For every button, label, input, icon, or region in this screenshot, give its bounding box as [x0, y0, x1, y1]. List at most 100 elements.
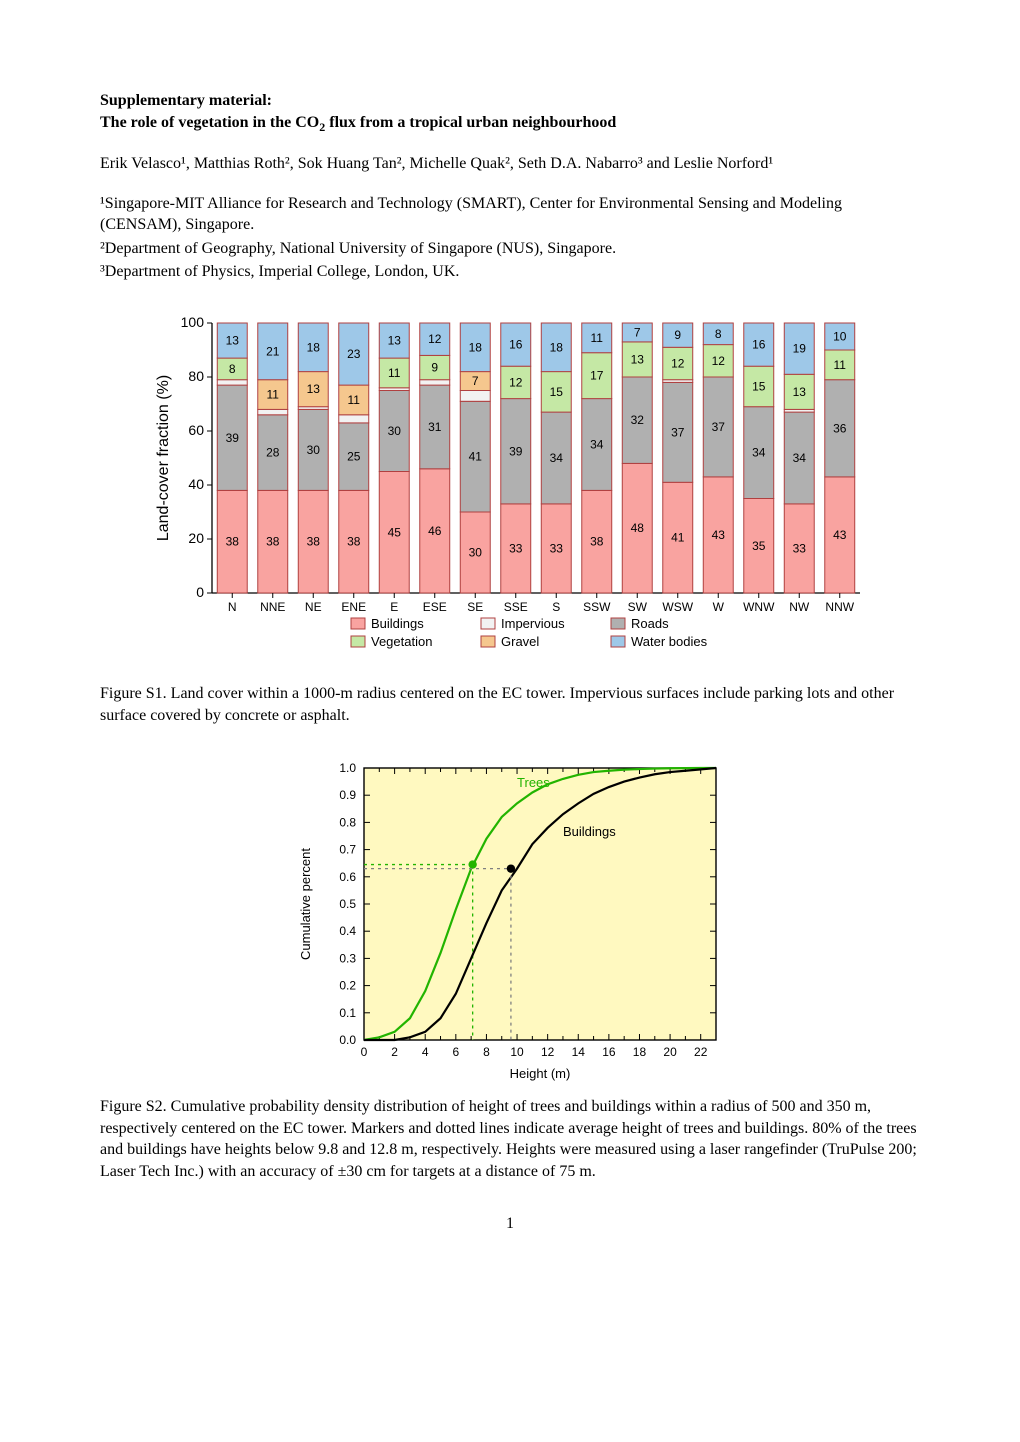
title-pre: The role of vegetation in the CO — [100, 114, 319, 131]
page-number: 1 — [100, 1213, 920, 1235]
svg-text:SE: SE — [467, 600, 483, 614]
svg-text:0.8: 0.8 — [339, 816, 356, 830]
svg-text:25: 25 — [347, 450, 361, 464]
svg-text:13: 13 — [793, 385, 807, 399]
svg-text:41: 41 — [469, 450, 483, 464]
svg-text:0.9: 0.9 — [339, 788, 356, 802]
paper-title: The role of vegetation in the CO2 flux f… — [100, 112, 920, 135]
svg-text:28: 28 — [266, 446, 280, 460]
svg-text:60: 60 — [188, 422, 204, 438]
svg-text:38: 38 — [307, 535, 321, 549]
figure-s2: 02468101214161820220.00.10.20.30.40.50.6… — [100, 756, 920, 1086]
svg-text:0.2: 0.2 — [339, 979, 356, 993]
svg-text:13: 13 — [631, 352, 645, 366]
svg-text:8: 8 — [229, 362, 236, 376]
svg-text:34: 34 — [590, 437, 604, 451]
svg-text:20: 20 — [663, 1045, 677, 1059]
svg-text:Land-cover fraction (%): Land-cover fraction (%) — [155, 375, 172, 541]
svg-text:100: 100 — [181, 314, 205, 330]
svg-text:Water bodies: Water bodies — [631, 634, 708, 649]
svg-text:Impervious: Impervious — [501, 616, 565, 631]
svg-text:11: 11 — [388, 366, 401, 380]
svg-text:Vegetation: Vegetation — [371, 634, 432, 649]
svg-text:WSW: WSW — [662, 600, 693, 614]
svg-text:0.0: 0.0 — [339, 1033, 356, 1047]
title-post: flux from a tropical urban neighbourhood — [325, 114, 616, 131]
svg-text:Buildings: Buildings — [563, 824, 616, 839]
svg-text:0.1: 0.1 — [339, 1006, 356, 1020]
svg-text:33: 33 — [509, 541, 523, 555]
svg-text:W: W — [713, 600, 725, 614]
svg-text:38: 38 — [590, 535, 604, 549]
svg-text:Cumulative percent: Cumulative percent — [298, 848, 313, 960]
svg-text:37: 37 — [671, 425, 685, 439]
figure-s2-chart: 02468101214161820220.00.10.20.30.40.50.6… — [290, 756, 730, 1086]
svg-text:38: 38 — [266, 535, 280, 549]
svg-text:0: 0 — [361, 1045, 368, 1059]
svg-text:33: 33 — [550, 541, 564, 555]
svg-text:13: 13 — [226, 333, 240, 347]
svg-text:12: 12 — [509, 375, 523, 389]
svg-text:19: 19 — [793, 342, 807, 356]
svg-text:NW: NW — [789, 600, 810, 614]
svg-text:1.0: 1.0 — [339, 761, 356, 775]
svg-text:12: 12 — [712, 354, 726, 368]
svg-text:34: 34 — [550, 451, 564, 465]
svg-text:0.7: 0.7 — [339, 843, 356, 857]
svg-text:7: 7 — [634, 325, 641, 339]
svg-text:30: 30 — [388, 424, 402, 438]
svg-text:11: 11 — [348, 393, 361, 407]
svg-text:7: 7 — [472, 374, 479, 388]
svg-text:18: 18 — [550, 340, 564, 354]
svg-text:8: 8 — [483, 1045, 490, 1059]
svg-text:41: 41 — [671, 531, 685, 545]
svg-text:34: 34 — [793, 451, 807, 465]
svg-text:39: 39 — [509, 444, 523, 458]
svg-text:E: E — [390, 600, 398, 614]
svg-text:2: 2 — [391, 1045, 398, 1059]
svg-text:Height (m): Height (m) — [510, 1066, 571, 1081]
svg-text:18: 18 — [633, 1045, 647, 1059]
svg-text:22: 22 — [694, 1045, 708, 1059]
svg-text:31: 31 — [428, 420, 442, 434]
affiliation-1: ¹Singapore-MIT Alliance for Research and… — [100, 193, 920, 236]
svg-text:N: N — [228, 600, 237, 614]
svg-text:48: 48 — [631, 521, 645, 535]
svg-text:30: 30 — [307, 443, 321, 457]
svg-text:43: 43 — [833, 528, 847, 542]
svg-text:0: 0 — [196, 584, 204, 600]
svg-text:34: 34 — [752, 446, 766, 460]
svg-text:11: 11 — [834, 358, 847, 372]
svg-text:12: 12 — [428, 332, 442, 346]
svg-text:13: 13 — [388, 333, 402, 347]
figure-s1-chart: 020406080100Land-cover fraction (%)38398… — [150, 313, 870, 673]
svg-text:16: 16 — [509, 338, 523, 352]
svg-text:80: 80 — [188, 368, 204, 384]
svg-text:16: 16 — [752, 338, 766, 352]
svg-text:11: 11 — [591, 331, 604, 345]
svg-text:30: 30 — [469, 545, 483, 559]
svg-text:18: 18 — [307, 340, 321, 354]
authors: Erik Velasco¹, Matthias Roth², Sok Huang… — [100, 153, 920, 175]
svg-text:39: 39 — [226, 431, 240, 445]
svg-text:33: 33 — [793, 541, 807, 555]
svg-text:9: 9 — [431, 360, 438, 374]
svg-text:37: 37 — [712, 420, 726, 434]
svg-text:0.5: 0.5 — [339, 897, 356, 911]
figure-s2-caption: Figure S2. Cumulative probability densit… — [100, 1096, 920, 1182]
svg-text:20: 20 — [188, 530, 204, 546]
svg-text:8: 8 — [715, 327, 722, 341]
svg-text:45: 45 — [388, 525, 402, 539]
svg-text:ENE: ENE — [341, 600, 366, 614]
svg-text:36: 36 — [833, 421, 847, 435]
svg-text:Trees: Trees — [517, 775, 550, 790]
svg-text:18: 18 — [469, 340, 483, 354]
svg-text:9: 9 — [674, 328, 681, 342]
svg-text:Buildings: Buildings — [371, 616, 424, 631]
svg-text:SSW: SSW — [583, 600, 611, 614]
svg-text:Gravel: Gravel — [501, 634, 539, 649]
svg-text:13: 13 — [307, 382, 321, 396]
svg-text:46: 46 — [428, 524, 442, 538]
svg-text:10: 10 — [833, 329, 847, 343]
svg-text:WNW: WNW — [743, 600, 775, 614]
